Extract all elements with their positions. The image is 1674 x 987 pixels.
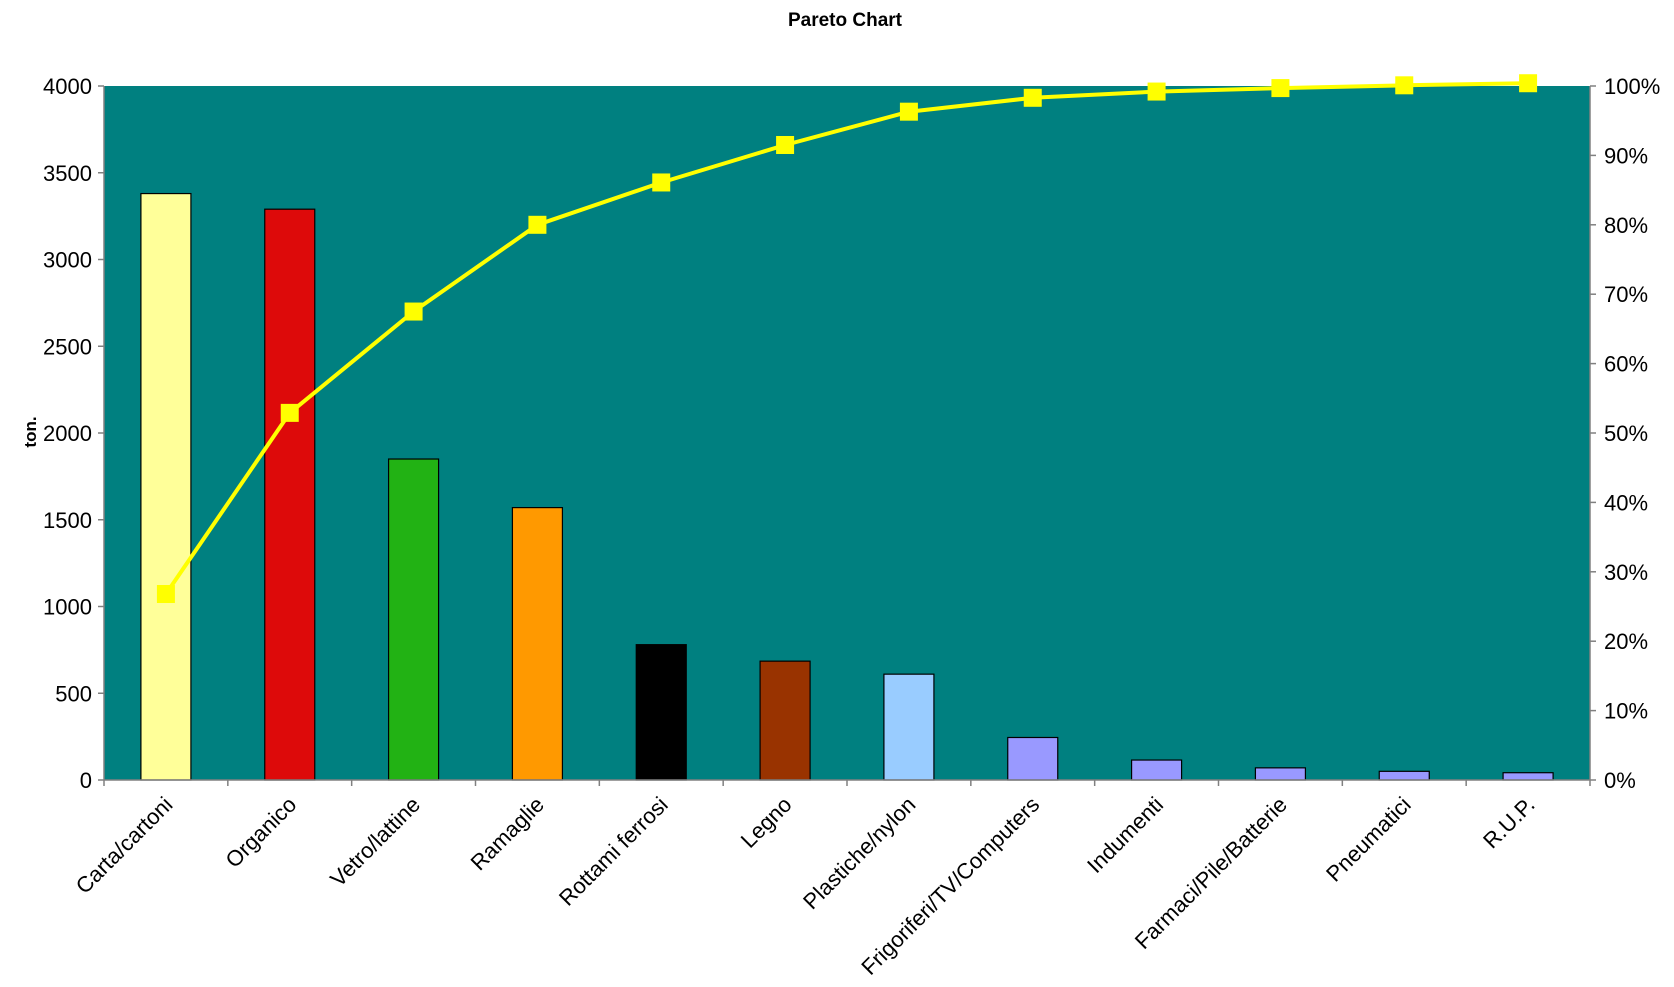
- bar-2: [389, 459, 439, 780]
- y2-tick-label-0: 0%: [1604, 768, 1636, 793]
- y-tick-label-8: 4000: [43, 74, 92, 99]
- y-tick-label-7: 3500: [43, 161, 92, 186]
- y2-tick-label-2: 20%: [1604, 629, 1648, 654]
- bar-5: [760, 661, 810, 780]
- category-label-1: Organico: [220, 792, 301, 873]
- category-label-10: Pneumatici: [1321, 792, 1416, 887]
- y2-tick-label-4: 40%: [1604, 490, 1648, 515]
- line-marker-4: [652, 173, 670, 191]
- line-marker-9: [1271, 79, 1289, 97]
- line-marker-6: [900, 103, 918, 121]
- bar-9: [1255, 768, 1305, 780]
- y-axis-label: ton.: [21, 416, 40, 447]
- bar-1: [265, 209, 315, 780]
- line-marker-10: [1395, 76, 1413, 94]
- category-label-6: Plastiche/nylon: [798, 792, 920, 914]
- y2-tick-label-5: 50%: [1604, 421, 1648, 446]
- line-marker-8: [1148, 83, 1166, 101]
- y-tick-label-1: 500: [55, 681, 92, 706]
- bar-11: [1503, 773, 1553, 780]
- y-tick-label-4: 2000: [43, 421, 92, 446]
- y2-tick-label-7: 70%: [1604, 282, 1648, 307]
- category-label-2: Vetro/lattine: [325, 792, 425, 892]
- category-label-0: Carta/cartoni: [71, 792, 178, 899]
- bar-3: [512, 508, 562, 780]
- bar-0: [141, 194, 191, 780]
- y2-tick-label-3: 30%: [1604, 560, 1648, 585]
- category-label-11: R.U.P.: [1478, 792, 1539, 853]
- y-tick-label-6: 3000: [43, 248, 92, 273]
- y-tick-label-3: 1500: [43, 508, 92, 533]
- line-marker-0: [157, 585, 175, 603]
- y2-tick-label-9: 90%: [1604, 143, 1648, 168]
- line-marker-11: [1519, 74, 1537, 92]
- category-label-4: Rottami ferrosi: [554, 792, 673, 911]
- line-marker-1: [281, 404, 299, 422]
- line-marker-7: [1024, 89, 1042, 107]
- line-marker-2: [405, 303, 423, 321]
- category-label-3: Ramaglie: [466, 792, 549, 875]
- category-label-5: Legno: [736, 792, 797, 853]
- line-marker-5: [776, 136, 794, 154]
- y2-tick-label-1: 10%: [1604, 699, 1648, 724]
- chart-title: Pareto Chart: [788, 10, 903, 31]
- y2-tick-label-10: 100%: [1604, 74, 1660, 99]
- category-label-8: Indumenti: [1082, 792, 1168, 878]
- y2-tick-label-8: 80%: [1604, 213, 1648, 238]
- bar-7: [1008, 737, 1058, 780]
- bar-8: [1132, 760, 1182, 780]
- line-marker-3: [528, 216, 546, 234]
- y-tick-label-5: 2500: [43, 334, 92, 359]
- y-tick-label-2: 1000: [43, 595, 92, 620]
- y2-tick-label-6: 60%: [1604, 352, 1648, 377]
- bar-6: [884, 674, 934, 780]
- bar-4: [636, 645, 686, 780]
- plot-area: [104, 86, 1590, 780]
- y-tick-label-0: 0: [80, 768, 92, 793]
- bar-10: [1379, 771, 1429, 780]
